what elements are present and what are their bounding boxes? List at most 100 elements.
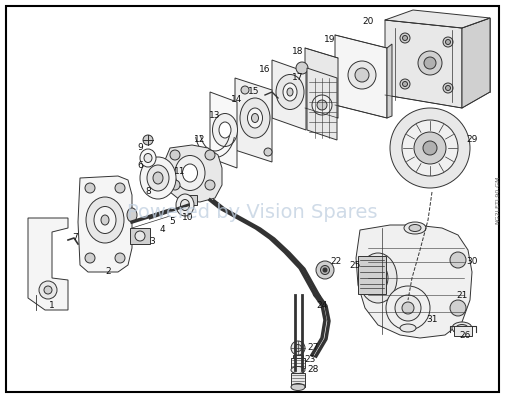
Text: 17: 17: [292, 74, 304, 82]
Circle shape: [39, 281, 57, 299]
Circle shape: [395, 295, 421, 321]
Circle shape: [205, 180, 215, 190]
Circle shape: [115, 183, 125, 193]
Ellipse shape: [147, 165, 169, 191]
Circle shape: [450, 252, 466, 268]
Bar: [293, 355, 303, 373]
Ellipse shape: [140, 157, 176, 199]
Circle shape: [115, 253, 125, 263]
Text: 3: 3: [149, 238, 155, 246]
Ellipse shape: [247, 108, 263, 128]
Text: 24: 24: [316, 300, 328, 310]
Text: 20: 20: [362, 18, 374, 27]
Circle shape: [143, 135, 153, 145]
Text: 10: 10: [182, 213, 194, 222]
Bar: [454, 326, 472, 336]
Text: 27: 27: [308, 343, 319, 353]
Ellipse shape: [101, 215, 109, 225]
Ellipse shape: [176, 194, 194, 216]
Ellipse shape: [213, 113, 237, 146]
Circle shape: [443, 83, 453, 93]
Text: 5: 5: [169, 217, 175, 226]
Bar: [291, 373, 305, 387]
Ellipse shape: [452, 322, 472, 334]
Text: 12: 12: [194, 135, 206, 144]
Polygon shape: [165, 145, 222, 202]
Text: 11: 11: [174, 168, 186, 176]
Circle shape: [400, 79, 410, 89]
Ellipse shape: [180, 199, 189, 211]
Ellipse shape: [94, 207, 116, 234]
Ellipse shape: [182, 164, 197, 182]
Text: 26: 26: [460, 330, 471, 339]
Polygon shape: [235, 78, 272, 162]
Circle shape: [450, 300, 466, 316]
Bar: [130, 228, 150, 244]
Ellipse shape: [287, 88, 293, 96]
Text: 7: 7: [72, 234, 78, 242]
Ellipse shape: [140, 149, 156, 167]
Text: NG2LETL90.GM: NG2LETL90.GM: [495, 176, 500, 224]
Polygon shape: [385, 20, 462, 108]
Circle shape: [264, 148, 272, 156]
Text: 18: 18: [292, 47, 304, 57]
Ellipse shape: [175, 156, 205, 191]
Text: 14: 14: [231, 96, 243, 105]
Ellipse shape: [291, 384, 305, 390]
Circle shape: [85, 253, 95, 263]
Circle shape: [445, 86, 450, 90]
Text: 25: 25: [349, 261, 361, 269]
Text: 9: 9: [137, 144, 143, 152]
Text: 4: 4: [159, 226, 165, 234]
Circle shape: [390, 108, 470, 188]
Circle shape: [423, 141, 437, 155]
Ellipse shape: [368, 264, 388, 292]
Ellipse shape: [456, 324, 468, 332]
Polygon shape: [356, 225, 472, 338]
Circle shape: [296, 62, 308, 74]
Text: 31: 31: [426, 316, 438, 324]
Polygon shape: [210, 92, 237, 168]
Bar: [185, 195, 197, 205]
Circle shape: [316, 261, 334, 279]
Circle shape: [294, 345, 301, 351]
Ellipse shape: [86, 197, 124, 243]
Circle shape: [424, 57, 436, 69]
Text: 2: 2: [105, 267, 111, 277]
Text: 28: 28: [308, 365, 319, 375]
Text: 8: 8: [145, 187, 151, 197]
Circle shape: [317, 100, 327, 110]
Polygon shape: [305, 48, 338, 118]
Ellipse shape: [144, 154, 152, 162]
Circle shape: [402, 302, 414, 314]
Circle shape: [170, 150, 180, 160]
Ellipse shape: [409, 224, 421, 232]
Text: 30: 30: [466, 258, 478, 267]
Text: 1: 1: [49, 300, 55, 310]
Circle shape: [241, 86, 249, 94]
Text: 29: 29: [466, 135, 478, 144]
Text: Powered by Vision Spares: Powered by Vision Spares: [127, 203, 377, 222]
Polygon shape: [387, 44, 392, 118]
Polygon shape: [78, 176, 132, 272]
Ellipse shape: [404, 222, 426, 234]
Bar: [291, 358, 305, 368]
Ellipse shape: [153, 172, 163, 184]
Circle shape: [443, 37, 453, 47]
Polygon shape: [272, 60, 306, 130]
Polygon shape: [307, 68, 337, 140]
Polygon shape: [335, 35, 387, 118]
Circle shape: [402, 82, 408, 86]
Circle shape: [400, 33, 410, 43]
Ellipse shape: [400, 324, 416, 332]
Text: 15: 15: [248, 88, 260, 96]
Polygon shape: [28, 218, 68, 310]
Circle shape: [312, 95, 332, 115]
Ellipse shape: [276, 74, 304, 109]
Ellipse shape: [219, 122, 231, 138]
Circle shape: [318, 75, 328, 85]
Circle shape: [291, 341, 305, 355]
Text: 6: 6: [137, 160, 143, 170]
Circle shape: [323, 268, 327, 272]
Ellipse shape: [293, 371, 303, 375]
